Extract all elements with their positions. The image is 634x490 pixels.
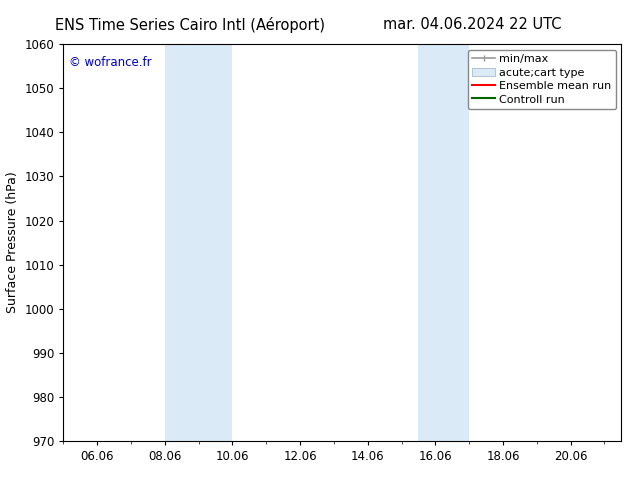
Y-axis label: Surface Pressure (hPa): Surface Pressure (hPa): [6, 172, 19, 314]
Bar: [165, 44, 233, 441]
Bar: [418, 44, 469, 441]
Text: mar. 04.06.2024 22 UTC: mar. 04.06.2024 22 UTC: [383, 17, 562, 32]
Text: ENS Time Series Cairo Intl (Aéroport): ENS Time Series Cairo Intl (Aéroport): [55, 17, 325, 33]
Legend: min/max, acute;cart type, Ensemble mean run, Controll run: min/max, acute;cart type, Ensemble mean …: [468, 49, 616, 109]
Text: © wofrance.fr: © wofrance.fr: [69, 56, 152, 69]
